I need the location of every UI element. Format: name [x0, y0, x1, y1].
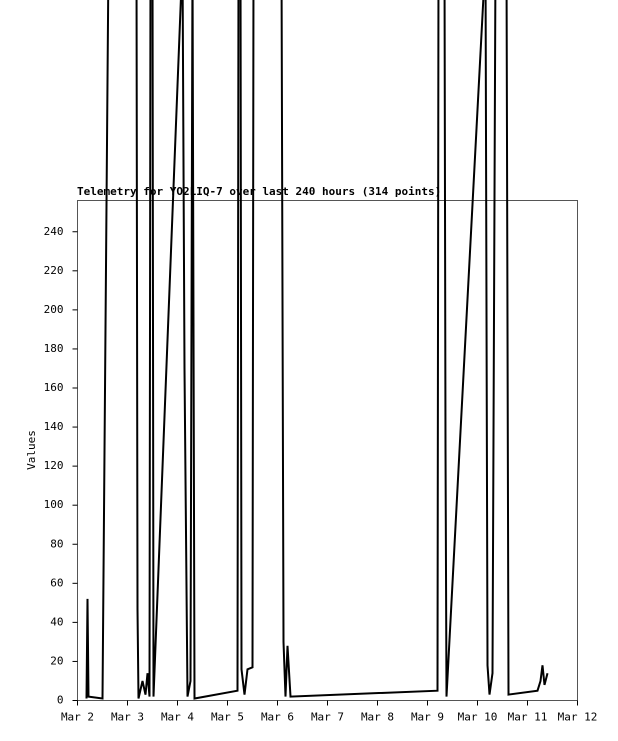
x-tick-label: Mar 6	[261, 711, 294, 724]
y-tick-label: 60	[50, 576, 63, 589]
x-tick-label: Mar 3	[111, 711, 144, 724]
y-tick-label: 20	[50, 654, 63, 667]
y-axis-label: Values	[25, 430, 38, 470]
x-tick-label: Mar 2	[61, 711, 94, 724]
x-tick-label: Mar 7	[311, 711, 344, 724]
x-tick-label: Mar 8	[361, 711, 394, 724]
x-tick-label: Mar 9	[411, 711, 444, 724]
y-tick-label: 40	[50, 615, 63, 628]
chart-title: Telemetry for YO2LIQ-7 over last 240 hou…	[77, 185, 441, 198]
y-tick-label: 180	[44, 342, 64, 355]
y-tick-label: 200	[44, 303, 64, 316]
y-tick-label: 240	[44, 225, 64, 238]
x-tick-label: Mar 12	[558, 711, 598, 724]
x-tick-label: Mar 5	[211, 711, 244, 724]
x-tick-label: Mar 10	[458, 711, 498, 724]
y-tick-label: 100	[44, 498, 64, 511]
y-tick-label: 0	[57, 694, 64, 707]
data-line	[85, 0, 549, 700]
x-tick-label: Mar 4	[161, 711, 194, 724]
y-tick-label: 120	[44, 459, 64, 472]
x-tick-label: Mar 11	[508, 711, 548, 724]
y-tick-label: 160	[44, 381, 64, 394]
y-tick-label: 140	[44, 420, 64, 433]
y-tick-label: 80	[50, 537, 63, 550]
y-tick-label: 220	[44, 264, 64, 277]
